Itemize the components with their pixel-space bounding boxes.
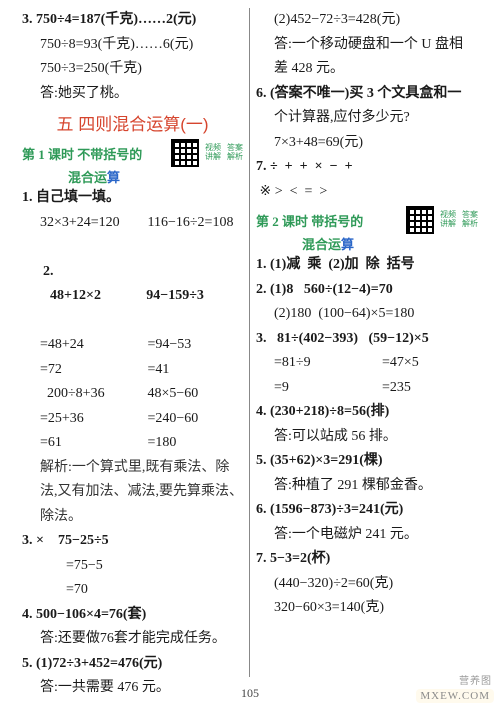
lesson2-row: 第 2 课时 带括号的 视频 讲解 答案 解析 [256, 204, 478, 234]
q2-num: 2. [43, 264, 54, 279]
q6-l2: 个计算器,应付多少元? [256, 106, 478, 131]
r7-l1: 7. 5−3=2(杯) [256, 547, 478, 572]
right-column: (2)452−72÷3=428(元) 答:一个移动硬盘和一个 U 盘相 差 42… [250, 8, 484, 677]
r4-l1: 4. (230+218)÷8=56(排) [256, 400, 478, 425]
q2-r5a: =25+36 [40, 407, 136, 432]
q5c-l2: 答:一个移动硬盘和一个 U 盘相 [256, 33, 478, 58]
section-title: 五 四则混合运算(一) [22, 106, 243, 137]
r3-r2b: =235 [382, 376, 478, 401]
lesson1-sub: 混合运算 [22, 167, 243, 186]
q3-l3: 750÷3=250(千克) [22, 57, 243, 82]
r7-l3: 320−60×3=140(克) [256, 596, 478, 621]
qr-icon [406, 206, 434, 234]
qr-label: 解析 [227, 153, 243, 162]
q2-r1b: 94−159÷3 [146, 284, 237, 309]
q2-r4b: 48×5−60 [148, 382, 244, 407]
r5-l2: 答:种植了 291 棵郁金香。 [256, 474, 478, 499]
q2-r1a: 48+12×2 [43, 284, 134, 309]
q2-r3b: =41 [148, 358, 244, 383]
r3-h: 3. 81÷(402−393) (59−12)×5 [256, 327, 478, 352]
q2-r3: =72 =41 [22, 358, 243, 383]
q1-b: 116−16÷2=108 [148, 211, 244, 236]
q4-l1: 4. 500−106×4=76(套) [22, 603, 243, 628]
q2-r5: =25+36 =240−60 [22, 407, 243, 432]
left-column: 3. 750÷4=187(千克)……2(元) 750÷8=93(千克)……6(元… [16, 8, 250, 677]
q2-r2: =48+24 =94−53 [22, 333, 243, 358]
r5-l1: 5. (35+62)×3=291(棵) [256, 449, 478, 474]
q2-r2a: =48+24 [40, 333, 136, 358]
q3-l4: 答:她买了桃。 [22, 82, 243, 107]
q2-exp3: 除法。 [22, 505, 243, 530]
q7-l1: 7. ÷ + + × − + [256, 155, 478, 180]
q1-row: 32×3+24=120 116−16÷2=108 [22, 211, 243, 236]
qr-labels: 视频 讲解 [440, 211, 456, 229]
q2-r4a: 200÷8+36 [40, 382, 136, 407]
lesson1-row: 第 1 课时 不带括号的 视频 讲解 答案 解析 [22, 137, 243, 167]
q2-exp2: 法,又有加法、减法,要先算乘法、 [22, 480, 243, 505]
page: 3. 750÷4=187(千克)……2(元) 750÷8=93(千克)……6(元… [0, 0, 500, 705]
lesson2-sub: 混合运算 [256, 234, 478, 253]
q5-l1: 5. (1)72÷3+452=476(元) [22, 652, 243, 677]
lesson2-sub-b: 算 [341, 237, 354, 252]
r6-l1: 6. (1596−873)÷3=241(元) [256, 498, 478, 523]
r2-l2: (2)180 (100−64)×5=180 [256, 302, 478, 327]
qr-label: 讲解 [440, 220, 456, 229]
q6-l1: 6. (答案不唯一)买 3 个文具盒和一 [256, 82, 478, 107]
q3b-h: 3. × 75−25÷5 [22, 529, 243, 554]
r4-l2: 答:可以站成 56 排。 [256, 425, 478, 450]
r3-r1a: =81÷9 [274, 351, 370, 376]
q1-head: 1. 自己填一填。 [22, 186, 243, 211]
q4-l2: 答:还要做76套才能完成任务。 [22, 627, 243, 652]
q7-l2: ※ > < = > [256, 180, 478, 205]
q2-head: 2. 48+12×2 94−159÷3 [22, 235, 243, 333]
q2-r5b: =240−60 [148, 407, 244, 432]
lesson1-title: 第 1 课时 不带括号的 [22, 144, 165, 163]
r3-r1b: =47×5 [382, 351, 478, 376]
q2-r6b: =180 [148, 431, 244, 456]
qr-icon [171, 139, 199, 167]
lesson1-sub-a: 混合运 [68, 170, 107, 185]
lesson2-sub-a: 混合运 [302, 237, 341, 252]
q2-r4: 200÷8+36 48×5−60 [22, 382, 243, 407]
q2-r3a: =72 [40, 358, 136, 383]
q5c-l1: (2)452−72÷3=428(元) [256, 8, 478, 33]
watermark-bottom: MXEW.COM [416, 689, 494, 703]
r3-r2: =9 =235 [256, 376, 478, 401]
q3-l2: 750÷8=93(千克)……6(元) [22, 33, 243, 58]
q5c-l3: 差 428 元。 [256, 57, 478, 82]
qr-labels: 视频 讲解 [205, 144, 221, 162]
lesson1-sub-b: 算 [107, 170, 120, 185]
r3-r2a: =9 [274, 376, 370, 401]
qr-label: 解析 [462, 220, 478, 229]
r7-l2: (440−320)÷2=60(克) [256, 572, 478, 597]
r2-l1: 2. (1)8 560÷(12−4)=70 [256, 278, 478, 303]
q2-r6: =61 =180 [22, 431, 243, 456]
q3b-l2: =70 [22, 578, 243, 603]
q2-exp1: 解析:一个算式里,既有乘法、除 [22, 456, 243, 481]
q3-l1: 3. 750÷4=187(千克)……2(元) [22, 8, 243, 33]
q1-a: 32×3+24=120 [40, 211, 136, 236]
q3b-l1: =75−5 [22, 554, 243, 579]
watermark-top: 营养图 [459, 672, 492, 687]
qr-label: 讲解 [205, 153, 221, 162]
q2-r2b: =94−53 [148, 333, 244, 358]
r6-l2: 答:一个电磁炉 241 元。 [256, 523, 478, 548]
r3-r1: =81÷9 =47×5 [256, 351, 478, 376]
lesson2-title: 第 2 课时 带括号的 [256, 211, 400, 230]
qr-labels: 答案 解析 [462, 211, 478, 229]
q2-r6a: =61 [40, 431, 136, 456]
r1-l1: 1. (1)减 乘 (2)加 除 括号 [256, 253, 478, 278]
qr-labels: 答案 解析 [227, 144, 243, 162]
q6-l3: 7×3+48=69(元) [256, 131, 478, 156]
